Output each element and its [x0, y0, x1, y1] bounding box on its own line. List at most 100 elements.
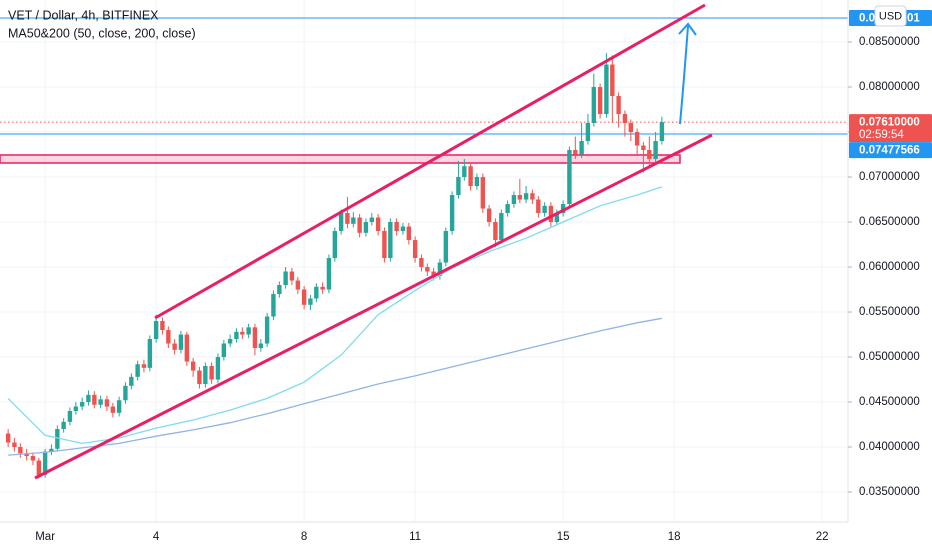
candle-body: [264, 316, 270, 344]
x-tick-label: 18: [668, 531, 681, 543]
candle-body: [67, 411, 73, 422]
candle-body: [79, 402, 85, 407]
price-label-bg: [849, 142, 932, 159]
candle-body: [49, 448, 54, 452]
price-label-bg: [849, 114, 932, 143]
candle-body: [634, 132, 640, 146]
candle-body: [449, 195, 455, 232]
candle-body: [104, 399, 110, 407]
candle-body: [443, 231, 449, 263]
candle-body: [523, 193, 529, 200]
x-tick-label: 15: [557, 531, 570, 543]
candle-body: [215, 357, 221, 380]
candle-body: [604, 64, 609, 115]
candle-body: [517, 195, 523, 200]
candle-body: [560, 204, 566, 214]
candle-body: [591, 87, 597, 124]
candle-body: [357, 217, 362, 233]
candle-body: [73, 406, 79, 412]
candle-body: [98, 399, 103, 405]
candle-body: [338, 213, 344, 232]
candle-body: [375, 217, 381, 232]
x-tick-label: 22: [816, 531, 829, 543]
candle-body: [382, 231, 387, 259]
currency-button-label[interactable]: USD: [879, 10, 902, 22]
candle-body: [246, 327, 251, 335]
candle-body: [36, 460, 42, 475]
candle-body: [647, 150, 652, 160]
candle-body: [86, 394, 91, 403]
y-tick-label: 0.08500000: [859, 36, 920, 48]
y-tick-label: 0.05500000: [859, 306, 920, 318]
y-tick-label: 0.04000000: [859, 441, 920, 453]
candle-body: [166, 330, 171, 344]
candle-body: [419, 258, 424, 268]
y-tick-label: 0.06000000: [859, 261, 920, 273]
x-tick-label: 8: [301, 531, 307, 543]
candle-body: [474, 177, 480, 187]
candle-body: [18, 447, 23, 454]
candle-body: [301, 289, 307, 305]
candle-body: [437, 262, 443, 277]
y-tick-label: 0.03500000: [859, 486, 920, 498]
candle-body: [234, 331, 239, 340]
x-tick-label: 4: [153, 531, 160, 543]
currency-button[interactable]: [874, 5, 907, 27]
candle-body: [412, 240, 418, 259]
candle-body: [314, 286, 319, 299]
candle-body: [468, 166, 473, 187]
candle-body: [505, 204, 510, 214]
symbol-title: VET / Dollar, 4h, BITFINEX: [8, 8, 159, 22]
candle-body: [486, 208, 492, 223]
x-tick-label: 11: [409, 531, 421, 543]
candle-body: [345, 213, 350, 224]
candle-body: [388, 222, 393, 259]
candle-body: [221, 343, 227, 358]
candle-body: [116, 400, 122, 413]
support-zone: [0, 154, 681, 164]
candle-body: [135, 364, 140, 377]
candle-body: [659, 122, 665, 142]
grid-layer: [0, 0, 848, 522]
y-tick-label: 0.08000000: [859, 81, 920, 93]
target-arrow: [679, 25, 689, 125]
candle-body: [394, 222, 399, 232]
moving-average: [8, 317, 663, 456]
candle-body: [431, 271, 436, 277]
price-label: 0.07477566: [859, 145, 920, 157]
candle-body: [42, 451, 48, 475]
candle-body: [227, 339, 233, 344]
candle-body: [12, 442, 17, 448]
y-tick-label: 0.05000000: [859, 351, 920, 363]
candle-body: [160, 321, 165, 331]
candle-body: [567, 150, 572, 205]
candle-body: [258, 343, 264, 349]
candle-body: [308, 298, 313, 305]
candle-body: [209, 366, 214, 380]
candle-body: [400, 226, 406, 232]
target-arrow-head: [678, 22, 697, 36]
candle-body: [369, 217, 375, 223]
plot-layer: [5, 52, 665, 479]
candle-body: [579, 141, 584, 155]
candle-body: [24, 453, 29, 457]
candle-body: [289, 271, 295, 281]
candle-body: [597, 87, 603, 115]
candle-body: [456, 177, 461, 196]
candle-body: [295, 280, 301, 290]
candle-body: [123, 385, 128, 401]
candle-body: [129, 376, 134, 386]
candle-body: [61, 421, 66, 430]
y-tick-label: 0.04500000: [859, 396, 920, 408]
candle-body: [363, 222, 369, 233]
candle-body: [326, 258, 332, 290]
candle-body: [240, 331, 245, 335]
candle-body: [406, 226, 412, 241]
channel-lower: [34, 133, 713, 480]
candle-body: [480, 177, 486, 209]
candle-body: [203, 366, 208, 385]
candle-body: [653, 141, 658, 160]
candle-body: [610, 64, 615, 97]
